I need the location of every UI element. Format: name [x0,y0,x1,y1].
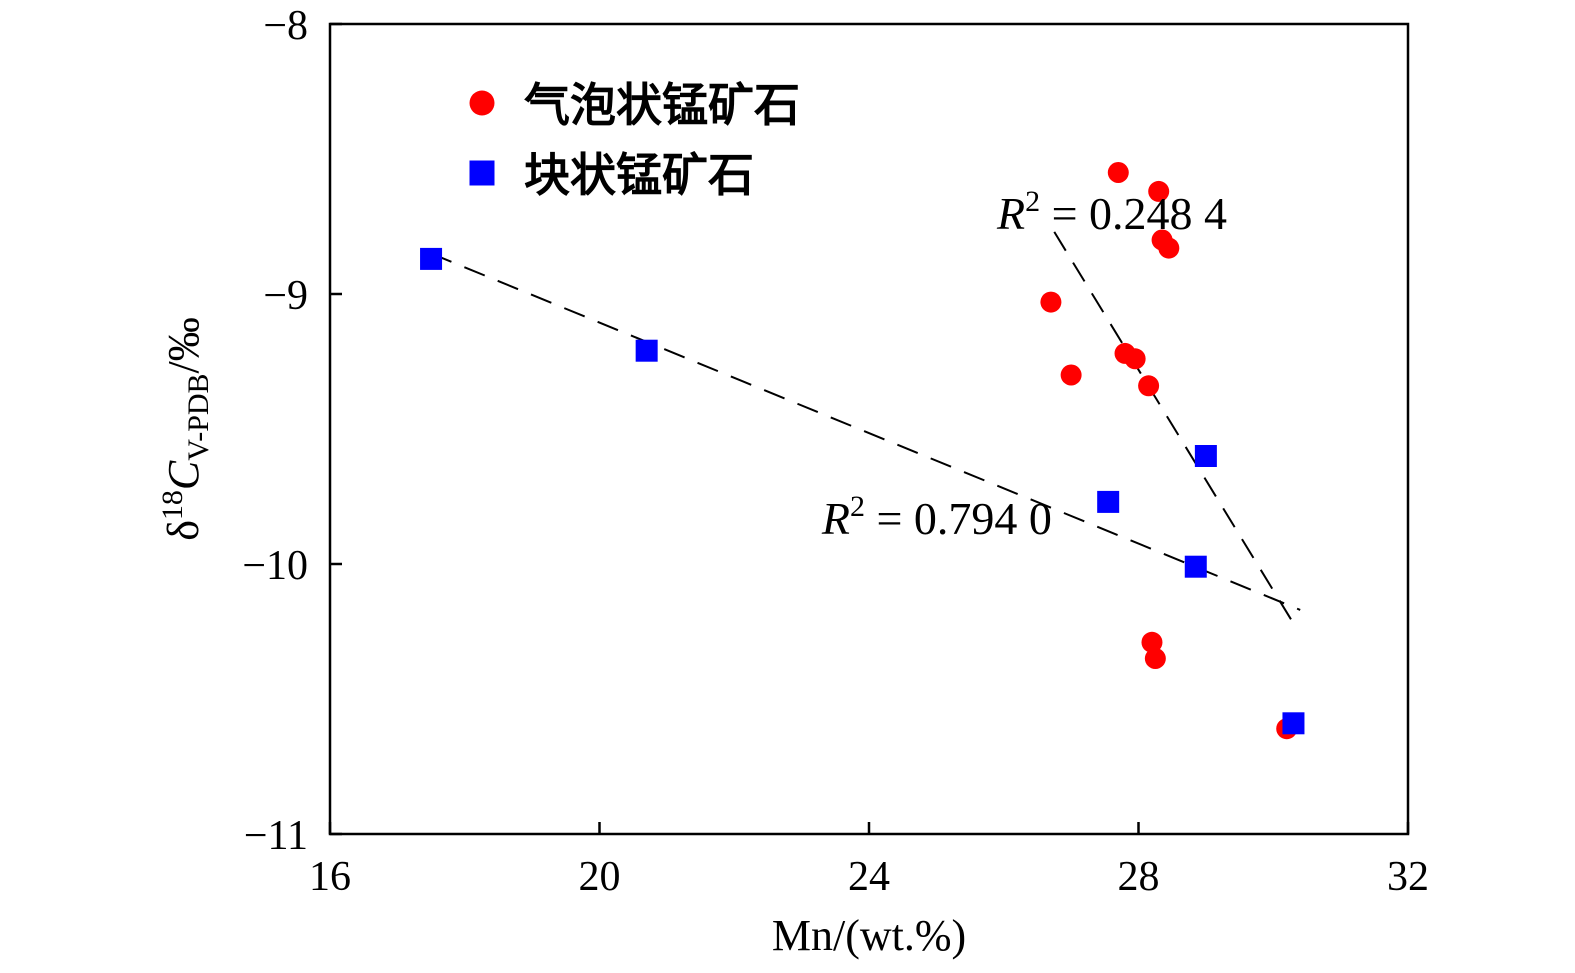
data-point-square [635,339,658,362]
r-squared-value: = 0.794 0 [865,493,1052,544]
r-squared-sup: 2 [850,490,865,523]
x-tick-label: 16 [309,854,351,900]
r-squared-sup: 2 [1025,185,1040,218]
data-point-circle [1107,162,1129,183]
y-axis-title: δ18CV-PDB/‰ [156,317,215,541]
legend-marker-circle [469,90,495,116]
y-axis-title-sub: V-PDB [182,373,215,460]
data-point-circle [1148,180,1170,202]
x-tick-label: 24 [848,854,890,900]
x-tick-label: 32 [1387,854,1429,900]
legend-marker-square [469,160,495,186]
y-tick-label: −11 [244,813,308,859]
y-axis-title-prefix: δ [159,520,208,541]
legend-label: 气泡状锰矿石 [524,78,800,132]
trend-line [1053,231,1295,624]
axis-ticks: 16 20 24 28 32 −8 −9 −10 −11 [242,3,1429,900]
data-point-circle [1124,348,1146,370]
r-squared-var: R [996,188,1025,239]
y-tick-label: −8 [263,3,308,49]
data-point-circle [1144,648,1166,669]
r-squared-label: R2 = 0.794 0 [821,490,1052,544]
data-point-square [1097,490,1120,513]
data-point-square [420,247,443,270]
data-point-circle [1158,237,1180,259]
data-point-square [1282,712,1305,735]
trend-lines [430,231,1301,624]
x-axis-title: Mn/(wt.%) [772,911,966,960]
data-point-square [1194,445,1217,467]
data-point-circle [1040,291,1062,313]
y-axis-title-var: C [159,460,208,490]
x-tick-label: 20 [579,854,621,900]
data-points [420,162,1305,740]
r-squared-label: R2 = 0.248 4 [996,185,1227,239]
x-tick-label: 28 [1118,854,1160,900]
plot-frame [328,22,1410,836]
data-point-circle [1060,364,1082,386]
data-point-square [1184,555,1207,578]
annotations: R2 = 0.248 4R2 = 0.794 0 [821,185,1227,544]
y-axis-title-sup: 18 [156,490,189,520]
y-tick-label: −10 [242,543,308,589]
y-axis-title-suffix: /‰ [159,317,208,373]
y-tick-label: −9 [263,273,308,319]
r-squared-var: R [821,493,850,544]
data-point-circle [1141,631,1163,653]
data-point-circle [1138,375,1160,397]
legend-label: 块状锰矿石 [524,148,754,202]
trend-line [430,252,1301,611]
r-squared-value: = 0.248 4 [1040,188,1227,239]
